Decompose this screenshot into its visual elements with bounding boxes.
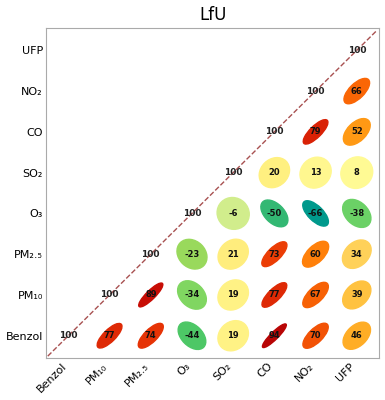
Ellipse shape: [217, 198, 249, 229]
Ellipse shape: [343, 118, 370, 145]
Text: 13: 13: [310, 168, 321, 177]
Ellipse shape: [177, 281, 206, 309]
Text: -23: -23: [184, 250, 199, 259]
Ellipse shape: [139, 283, 163, 307]
Ellipse shape: [218, 239, 248, 269]
Text: 19: 19: [228, 331, 239, 340]
Ellipse shape: [138, 323, 163, 348]
Ellipse shape: [343, 322, 370, 349]
Text: 60: 60: [310, 250, 321, 259]
Text: -44: -44: [184, 331, 200, 340]
Ellipse shape: [341, 157, 373, 188]
Text: 66: 66: [351, 86, 363, 96]
Text: 79: 79: [310, 127, 321, 136]
Ellipse shape: [343, 281, 371, 309]
Text: -34: -34: [184, 290, 199, 300]
Text: 100: 100: [265, 127, 284, 136]
Ellipse shape: [259, 158, 290, 188]
Ellipse shape: [262, 242, 287, 267]
Text: 74: 74: [145, 331, 157, 340]
Ellipse shape: [303, 201, 328, 226]
Text: 89: 89: [145, 290, 157, 300]
Text: 70: 70: [310, 331, 321, 340]
Ellipse shape: [344, 78, 370, 104]
Ellipse shape: [218, 280, 248, 310]
Text: 73: 73: [269, 250, 280, 259]
Text: 39: 39: [351, 290, 363, 300]
Ellipse shape: [303, 241, 329, 267]
Text: 100: 100: [59, 331, 78, 340]
Text: 100: 100: [224, 168, 243, 177]
Text: 100: 100: [100, 290, 119, 300]
Text: -38: -38: [349, 209, 364, 218]
Text: 8: 8: [354, 168, 360, 177]
Ellipse shape: [97, 324, 122, 348]
Text: 21: 21: [227, 250, 239, 259]
Text: 34: 34: [351, 250, 363, 259]
Text: 20: 20: [269, 168, 280, 177]
Text: -6: -6: [228, 209, 238, 218]
Text: -66: -66: [308, 209, 323, 218]
Text: 94: 94: [269, 331, 280, 340]
Text: 100: 100: [183, 209, 201, 218]
Text: 77: 77: [269, 290, 280, 300]
Ellipse shape: [218, 321, 248, 351]
Text: 67: 67: [310, 290, 321, 300]
Title: LfU: LfU: [199, 6, 226, 24]
Text: -50: -50: [267, 209, 282, 218]
Ellipse shape: [262, 283, 287, 307]
Ellipse shape: [303, 282, 328, 308]
Text: 46: 46: [351, 331, 363, 340]
Ellipse shape: [300, 157, 331, 188]
Text: 52: 52: [351, 127, 363, 136]
Ellipse shape: [263, 324, 286, 348]
Text: 100: 100: [348, 46, 366, 55]
Text: 100: 100: [306, 86, 325, 96]
Ellipse shape: [343, 200, 371, 228]
Text: 100: 100: [142, 250, 160, 259]
Text: 77: 77: [104, 331, 115, 340]
Ellipse shape: [303, 120, 328, 144]
Ellipse shape: [261, 200, 288, 227]
Text: 19: 19: [228, 290, 239, 300]
Ellipse shape: [303, 323, 328, 348]
Ellipse shape: [178, 322, 206, 350]
Ellipse shape: [177, 239, 207, 269]
Ellipse shape: [342, 240, 371, 268]
